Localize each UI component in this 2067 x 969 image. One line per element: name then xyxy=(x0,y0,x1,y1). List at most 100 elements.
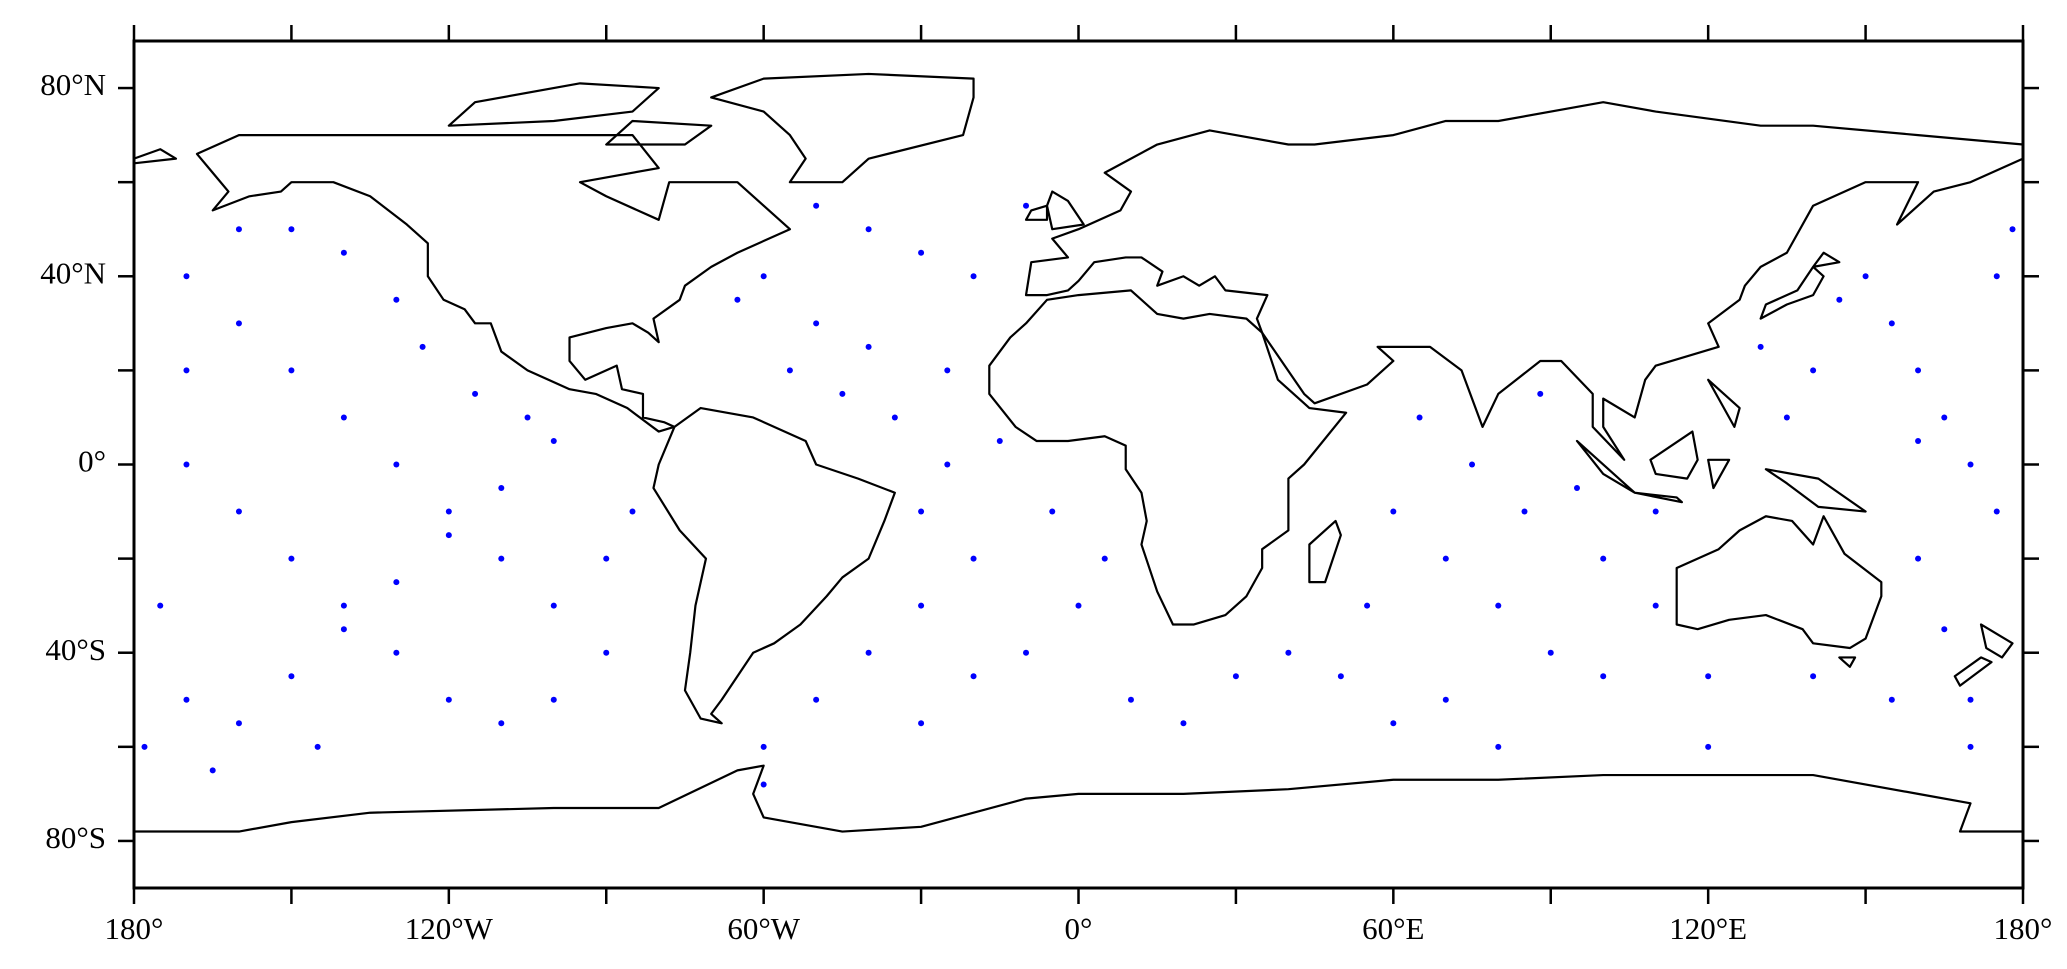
float-point xyxy=(550,602,557,609)
float-point xyxy=(970,673,977,680)
x-tick-label: 180° xyxy=(1994,911,2053,946)
float-point xyxy=(918,720,925,727)
x-tick-label: 60°W xyxy=(727,911,800,946)
float-point xyxy=(996,437,1003,444)
float-point xyxy=(498,720,505,727)
float-point xyxy=(1652,508,1659,515)
float-point xyxy=(865,343,872,350)
float-point xyxy=(445,532,452,539)
float-point xyxy=(1993,273,2000,280)
float-point xyxy=(498,555,505,562)
float-points xyxy=(141,202,2016,788)
float-point xyxy=(1285,649,1292,656)
float-point xyxy=(1023,649,1030,656)
float-point xyxy=(235,720,242,727)
float-point xyxy=(393,461,400,468)
float-point xyxy=(550,696,557,703)
float-point xyxy=(1537,390,1544,397)
float-point xyxy=(1416,414,1423,421)
float-point xyxy=(183,461,190,468)
float-point xyxy=(393,296,400,303)
float-point xyxy=(813,320,820,327)
float-point xyxy=(1810,367,1817,374)
eurasia xyxy=(1026,102,2023,460)
float-point xyxy=(183,696,190,703)
float-point xyxy=(760,743,767,750)
greenland xyxy=(711,74,973,182)
float-point xyxy=(445,508,452,515)
indonesia xyxy=(1577,380,1866,512)
float-point xyxy=(340,414,347,421)
float-point xyxy=(2009,226,2016,233)
float-point xyxy=(944,367,951,374)
float-point xyxy=(183,273,190,280)
float-point xyxy=(1915,555,1922,562)
south-america xyxy=(653,408,894,723)
float-point xyxy=(1941,626,1948,633)
float-point xyxy=(1521,508,1528,515)
float-point xyxy=(1075,602,1082,609)
float-point xyxy=(1364,602,1371,609)
float-point xyxy=(1573,485,1580,492)
float-point xyxy=(1941,414,1948,421)
x-tick-label: 60°E xyxy=(1362,911,1424,946)
float-point xyxy=(1993,508,2000,515)
float-point xyxy=(1049,508,1056,515)
float-point xyxy=(1888,696,1895,703)
float-point xyxy=(813,202,820,209)
float-point xyxy=(918,602,925,609)
float-point xyxy=(1705,673,1712,680)
float-point xyxy=(1390,720,1397,727)
float-point xyxy=(1600,673,1607,680)
madagascar xyxy=(1309,521,1340,582)
float-point xyxy=(1757,343,1764,350)
float-point xyxy=(1705,743,1712,750)
float-point xyxy=(1836,296,1843,303)
float-point xyxy=(1915,437,1922,444)
float-point xyxy=(235,320,242,327)
float-point xyxy=(288,226,295,233)
float-point xyxy=(472,390,479,397)
float-point xyxy=(314,743,321,750)
float-point xyxy=(603,555,610,562)
float-point xyxy=(1862,273,1869,280)
float-point xyxy=(1495,602,1502,609)
float-point xyxy=(1023,202,1030,209)
float-point xyxy=(524,414,531,421)
float-point xyxy=(891,414,898,421)
coastlines xyxy=(134,74,2023,832)
float-point xyxy=(288,673,295,680)
float-point xyxy=(235,508,242,515)
float-point xyxy=(944,461,951,468)
float-point xyxy=(1888,320,1895,327)
x-tick-label: 180° xyxy=(105,911,164,946)
float-point xyxy=(340,249,347,256)
float-point xyxy=(1967,743,1974,750)
y-tick-label: 40°S xyxy=(45,632,106,667)
float-point xyxy=(1547,649,1554,656)
float-point xyxy=(445,696,452,703)
float-point xyxy=(1652,602,1659,609)
float-point xyxy=(1967,696,1974,703)
x-tick-label: 120°E xyxy=(1669,911,1747,946)
float-point xyxy=(157,602,164,609)
float-point xyxy=(865,226,872,233)
antarctica xyxy=(134,766,2023,832)
new-zealand xyxy=(1955,624,2013,685)
float-point xyxy=(1101,555,1108,562)
float-point xyxy=(1495,743,1502,750)
float-point xyxy=(498,485,505,492)
float-point xyxy=(393,649,400,656)
float-point xyxy=(839,390,846,397)
float-point xyxy=(1337,673,1344,680)
float-point xyxy=(1810,673,1817,680)
africa xyxy=(989,290,1346,624)
x-tick-label: 120°W xyxy=(405,911,494,946)
float-point xyxy=(734,296,741,303)
float-point xyxy=(340,626,347,633)
float-point xyxy=(209,767,216,774)
float-point xyxy=(1915,367,1922,374)
float-point xyxy=(1390,508,1397,515)
float-point xyxy=(183,367,190,374)
float-point xyxy=(1442,555,1449,562)
